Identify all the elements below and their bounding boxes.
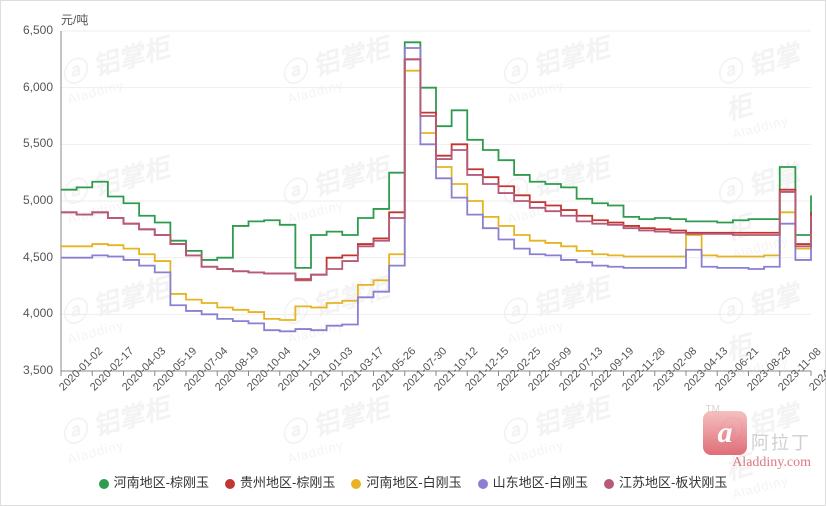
legend-item: 山东地区-白刚玉	[478, 472, 588, 491]
legend: 河南地区-棕刚玉 贵州地区-棕刚玉 河南地区-白刚玉 山东地区-白刚玉 江苏地区-板状刚…	[1, 472, 825, 491]
legend-label: 河南地区-棕刚玉	[114, 475, 209, 490]
tm-mark: TM	[706, 404, 720, 415]
y-tick-label: 5,500	[1, 136, 53, 150]
legend-label: 江苏地区-板状刚玉	[619, 475, 727, 490]
y-tick-label: 4,500	[1, 250, 53, 264]
legend-item: 贵州地区-棕刚玉	[225, 472, 335, 491]
y-tick-label: 3,500	[1, 363, 53, 377]
legend-item: 江苏地区-板状刚玉	[604, 472, 727, 491]
legend-marker-icon	[604, 479, 614, 489]
y-tick-label: 5,000	[1, 193, 53, 207]
legend-marker-icon	[351, 479, 361, 489]
legend-label: 贵州地区-棕刚玉	[240, 475, 335, 490]
y-tick-label: 6,000	[1, 80, 53, 94]
legend-marker-icon	[99, 479, 109, 489]
y-tick-label: 6,500	[1, 23, 53, 37]
legend-item: 河南地区-棕刚玉	[99, 472, 209, 491]
legend-item: 河南地区-白刚玉	[351, 472, 461, 491]
y-tick-label: 4,000	[1, 306, 53, 320]
line-chart	[1, 1, 825, 505]
legend-label: 山东地区-白刚玉	[493, 475, 588, 490]
chart-container: ⓐ 铝掌柜Aladdinyⓐ 铝掌柜Aladdinyⓐ 铝掌柜Aladdinyⓐ…	[0, 0, 826, 506]
legend-label: 河南地区-白刚玉	[366, 475, 461, 490]
legend-marker-icon	[478, 479, 488, 489]
legend-marker-icon	[225, 479, 235, 489]
